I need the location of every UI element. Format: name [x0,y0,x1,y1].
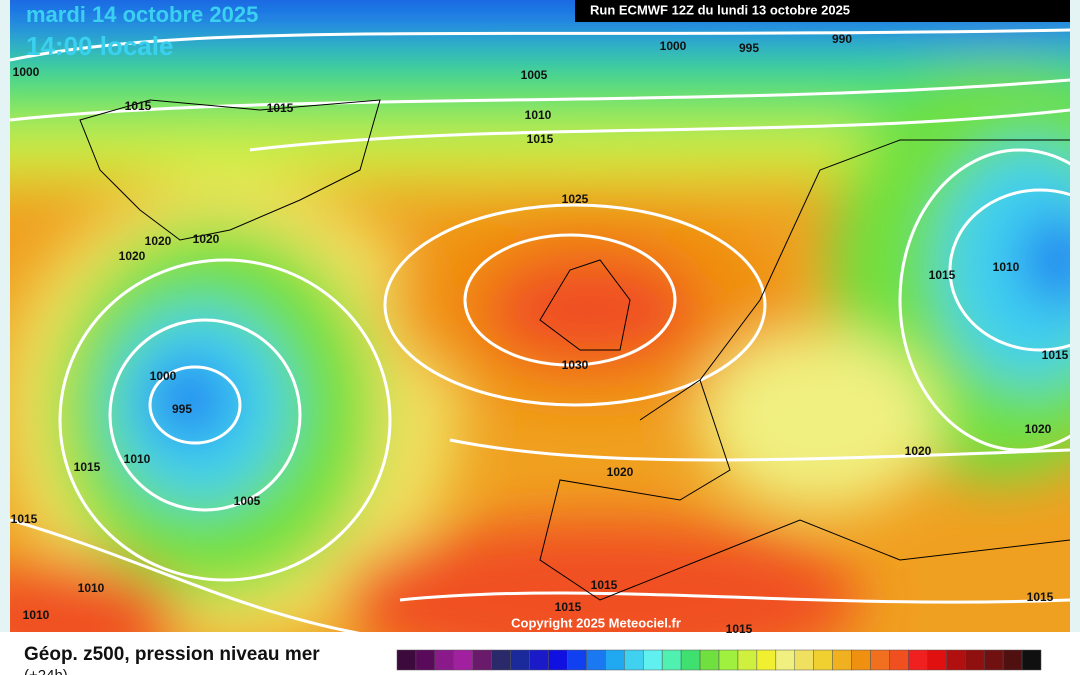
isobar-label: 1015 [591,578,618,592]
isobar-label: 1015 [11,512,38,526]
isobar-label: 1015 [125,99,152,113]
isobar-label: 1020 [193,232,220,246]
color-swatch [794,649,814,671]
color-swatch [548,649,568,671]
isobar-label: 1015 [527,132,554,146]
color-swatch [491,649,511,671]
isobar-label: 1020 [607,465,634,479]
color-swatch [510,649,530,671]
color-swatch [453,649,474,671]
color-swatch [908,649,928,671]
color-swatch [415,649,436,671]
color-swatch [586,649,606,671]
color-swatch [642,649,663,671]
color-swatch [567,649,587,671]
legend-title: Géop. z500, pression niveau mer [24,644,320,665]
map-time: 14:00 locale [26,31,173,61]
isobar-label: 1030 [562,358,589,372]
color-swatch [434,649,455,671]
isobar-label: 1025 [562,192,589,206]
color-swatch [737,649,758,671]
isobar-label: 995 [739,41,759,55]
isobar-label: 1015 [1027,590,1054,604]
color-swatch [964,649,985,671]
color-swatch [851,649,871,671]
isobar-label: 1020 [119,249,146,263]
isobar-label: 1010 [23,608,50,622]
color-swatch [396,649,417,671]
color-swatch [870,649,890,671]
isobar-label: 1000 [660,39,687,53]
color-swatch [472,649,492,671]
isobar-label: 990 [832,32,852,46]
color-swatch [699,649,720,671]
color-swatch [756,649,777,671]
isobar-label: 1015 [726,622,753,636]
run-banner [575,0,1070,22]
color-swatch [832,649,852,671]
isobar-label: 1000 [13,65,40,79]
isobar-label: 1015 [267,101,294,115]
isobar-label: 1000 [150,369,177,383]
color-swatch [927,649,947,671]
isobar-label: 1015 [929,268,956,282]
isobar-label: 1010 [78,581,105,595]
color-swatch [605,649,625,671]
color-swatch [624,649,644,671]
color-swatch [889,649,909,671]
isobar-label: 995 [172,402,192,416]
color-swatch [661,649,682,671]
isobar-label: 1020 [1025,422,1052,436]
color-swatch [946,649,966,671]
isobar-label: 1010 [993,260,1020,274]
isobar-label: 1015 [74,460,101,474]
color-swatch [1002,649,1023,671]
isobar-label: 1010 [124,452,151,466]
isobar-label: 1015 [555,600,582,614]
color-swatch [1021,649,1042,671]
color-swatch [775,649,796,671]
map-date: mardi 14 octobre 2025 [26,2,258,27]
color-swatch [813,649,833,671]
legend-subtitle: (+24h) [24,667,68,675]
isobar-label: 1020 [905,444,932,458]
color-swatch [529,649,549,671]
isobar-label: 1005 [234,494,261,508]
isobar-label: 1005 [521,68,548,82]
color-swatch [718,649,739,671]
color-swatch [983,649,1004,671]
copyright: Copyright 2025 Meteociel.fr [511,615,681,630]
isobar-label: 1010 [525,108,552,122]
run-info: Run ECMWF 12Z du lundi 13 octobre 2025 [590,2,850,17]
isobar-label: 1015 [1042,348,1069,362]
isobar-label: 1020 [145,234,172,248]
color-swatch [680,649,701,671]
